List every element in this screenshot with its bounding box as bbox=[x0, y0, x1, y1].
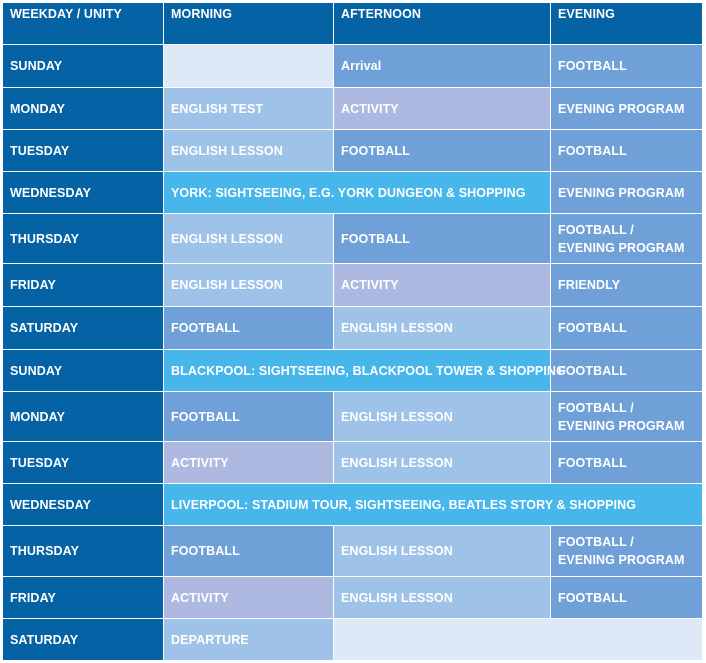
day-cell: WEDNESDAY bbox=[2, 171, 164, 214]
evening-cell: FOOTBALL / EVENING PROGRAM bbox=[550, 213, 703, 264]
evening-line-1: FOOTBALL / bbox=[558, 222, 634, 237]
evening-line-1: FOOTBALL / bbox=[558, 400, 634, 415]
table-row: FRIDAY ACTIVITY ENGLISH LESSON FOOTBALL bbox=[2, 576, 703, 619]
table-row: SUNDAY BLACKPOOL: SIGHTSEEING, BLACKPOOL… bbox=[2, 349, 703, 392]
evening-cell: FOOTBALL bbox=[550, 44, 703, 88]
table-row: SATURDAY DEPARTURE bbox=[2, 618, 703, 661]
morning-cell: FOOTBALL bbox=[163, 525, 334, 577]
table-row: WEDNESDAY YORK: SIGHTSEEING, E.G. YORK D… bbox=[2, 171, 703, 214]
day-cell: TUESDAY bbox=[2, 129, 164, 172]
table-row: WEDNESDAY LIVERPOOL: STADIUM TOUR, SIGHT… bbox=[2, 483, 703, 526]
day-cell: SUNDAY bbox=[2, 349, 164, 392]
day-cell: SATURDAY bbox=[2, 618, 164, 661]
evening-cell: FOOTBALL bbox=[550, 306, 703, 350]
evening-cell: FRIENDLY bbox=[550, 263, 703, 307]
day-cell: WEDNESDAY bbox=[2, 483, 164, 526]
afternoon-cell: ENGLISH LESSON bbox=[333, 391, 551, 442]
day-cell: MONDAY bbox=[2, 87, 164, 130]
header-row: WEEKDAY / UNITY MORNING AFTERNOON EVENIN… bbox=[2, 2, 703, 45]
morning-cell: ACTIVITY bbox=[163, 576, 334, 619]
day-cell: TUESDAY bbox=[2, 441, 164, 484]
morning-cell bbox=[163, 44, 334, 88]
header-weekday: WEEKDAY / UNITY bbox=[2, 2, 164, 45]
evening-cell: FOOTBALL bbox=[550, 576, 703, 619]
day-cell: THURSDAY bbox=[2, 213, 164, 264]
morning-cell: ENGLISH TEST bbox=[163, 87, 334, 130]
evening-cell: FOOTBALL bbox=[550, 441, 703, 484]
day-cell: FRIDAY bbox=[2, 576, 164, 619]
excursion-cell: LIVERPOOL: STADIUM TOUR, SIGHTSEEING, BE… bbox=[163, 483, 703, 526]
afternoon-cell: ACTIVITY bbox=[333, 263, 551, 307]
table-row: MONDAY ENGLISH TEST ACTIVITY EVENING PRO… bbox=[2, 87, 703, 130]
header-afternoon: AFTERNOON bbox=[333, 2, 551, 45]
excursion-cell: BLACKPOOL: SIGHTSEEING, BLACKPOOL TOWER … bbox=[163, 349, 566, 392]
table-row: THURSDAY FOOTBALL ENGLISH LESSON FOOTBAL… bbox=[2, 525, 703, 577]
afternoon-cell: ENGLISH LESSON bbox=[333, 576, 551, 619]
table-row: MONDAY FOOTBALL ENGLISH LESSON FOOTBALL … bbox=[2, 391, 703, 442]
afternoon-cell: FOOTBALL bbox=[333, 213, 551, 264]
day-cell: THURSDAY bbox=[2, 525, 164, 577]
excursion-cell: YORK: SIGHTSEEING, E.G. YORK DUNGEON & S… bbox=[163, 171, 551, 214]
evening-line-1: FOOTBALL / bbox=[558, 535, 634, 549]
table-row: THURSDAY ENGLISH LESSON FOOTBALL FOOTBAL… bbox=[2, 213, 703, 264]
table-row: TUESDAY ENGLISH LESSON FOOTBALL FOOTBALL bbox=[2, 129, 703, 172]
morning-cell: ACTIVITY bbox=[163, 441, 334, 484]
table-row: SUNDAY Arrival FOOTBALL bbox=[2, 44, 703, 88]
day-cell: MONDAY bbox=[2, 391, 164, 442]
day-cell: SUNDAY bbox=[2, 44, 164, 88]
evening-line-2: EVENING PROGRAM bbox=[558, 418, 685, 433]
day-cell: SATURDAY bbox=[2, 306, 164, 350]
table-row: FRIDAY ENGLISH LESSON ACTIVITY FRIENDLY bbox=[2, 263, 703, 307]
evening-cell: FOOTBALL bbox=[550, 349, 703, 392]
morning-cell: ENGLISH LESSON bbox=[163, 213, 334, 264]
morning-cell: FOOTBALL bbox=[163, 391, 334, 442]
morning-cell: DEPARTURE bbox=[163, 618, 334, 661]
afternoon-cell: Arrival bbox=[333, 44, 551, 88]
table-row: TUESDAY ACTIVITY ENGLISH LESSON FOOTBALL bbox=[2, 441, 703, 484]
afternoon-cell: ACTIVITY bbox=[333, 87, 551, 130]
evening-cell: EVENING PROGRAM bbox=[550, 87, 703, 130]
day-cell: FRIDAY bbox=[2, 263, 164, 307]
evening-cell: FOOTBALL / EVENING PROGRAM bbox=[550, 525, 703, 577]
morning-cell: FOOTBALL bbox=[163, 306, 334, 350]
table-row: SATURDAY FOOTBALL ENGLISH LESSON FOOTBAL… bbox=[2, 306, 703, 350]
evening-cell: FOOTBALL bbox=[550, 129, 703, 172]
evening-cell: EVENING PROGRAM bbox=[550, 171, 703, 214]
evening-line-2: EVENING PROGRAM bbox=[558, 240, 685, 255]
afternoon-cell: ENGLISH LESSON bbox=[333, 525, 551, 577]
header-evening: EVENING bbox=[550, 2, 703, 45]
header-morning: MORNING bbox=[163, 2, 334, 45]
morning-cell: ENGLISH LESSON bbox=[163, 129, 334, 172]
afternoon-cell: ENGLISH LESSON bbox=[333, 306, 551, 350]
evening-cell: FOOTBALL / EVENING PROGRAM bbox=[550, 391, 703, 442]
afternoon-cell: ENGLISH LESSON bbox=[333, 441, 551, 484]
morning-cell: ENGLISH LESSON bbox=[163, 263, 334, 307]
empty-cell bbox=[333, 618, 703, 661]
afternoon-cell: FOOTBALL bbox=[333, 129, 551, 172]
evening-line-2: EVENING PROGRAM bbox=[558, 553, 685, 567]
